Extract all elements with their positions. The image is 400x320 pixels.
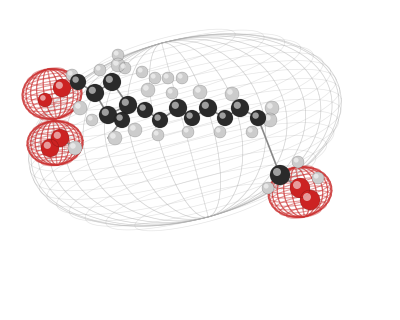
- Circle shape: [199, 99, 217, 117]
- Circle shape: [248, 128, 253, 132]
- Circle shape: [53, 79, 71, 97]
- Circle shape: [72, 76, 79, 83]
- Circle shape: [121, 64, 126, 68]
- Circle shape: [300, 190, 320, 210]
- Circle shape: [143, 85, 149, 91]
- Circle shape: [250, 110, 266, 126]
- Circle shape: [176, 72, 188, 84]
- Circle shape: [56, 82, 63, 89]
- Circle shape: [119, 62, 131, 74]
- Circle shape: [219, 112, 226, 119]
- Circle shape: [216, 128, 221, 132]
- Circle shape: [88, 116, 93, 121]
- Circle shape: [312, 172, 324, 184]
- Circle shape: [86, 114, 98, 126]
- Circle shape: [184, 128, 189, 132]
- Circle shape: [273, 168, 281, 176]
- Circle shape: [151, 74, 156, 79]
- Circle shape: [44, 142, 51, 149]
- Circle shape: [54, 132, 61, 139]
- Circle shape: [75, 103, 81, 109]
- Circle shape: [294, 158, 298, 163]
- Circle shape: [38, 93, 52, 107]
- Circle shape: [182, 126, 194, 138]
- Circle shape: [217, 110, 233, 126]
- Circle shape: [137, 102, 153, 118]
- Circle shape: [122, 99, 129, 106]
- Circle shape: [168, 89, 173, 93]
- Circle shape: [314, 174, 318, 179]
- Circle shape: [195, 87, 201, 93]
- Circle shape: [70, 143, 76, 149]
- Circle shape: [154, 114, 161, 121]
- Circle shape: [172, 102, 179, 109]
- Circle shape: [68, 141, 82, 155]
- Circle shape: [193, 85, 207, 99]
- Circle shape: [265, 101, 279, 115]
- Circle shape: [162, 72, 174, 84]
- Circle shape: [152, 112, 168, 128]
- Circle shape: [149, 72, 161, 84]
- Circle shape: [94, 64, 106, 76]
- Circle shape: [164, 74, 169, 79]
- Circle shape: [141, 83, 155, 97]
- Circle shape: [70, 74, 86, 90]
- Circle shape: [169, 99, 187, 117]
- Circle shape: [110, 133, 116, 139]
- Circle shape: [99, 106, 117, 124]
- Circle shape: [290, 178, 310, 198]
- Circle shape: [113, 60, 119, 66]
- Circle shape: [264, 184, 268, 188]
- Circle shape: [292, 156, 304, 168]
- Circle shape: [267, 103, 273, 109]
- Circle shape: [293, 181, 301, 189]
- Circle shape: [166, 87, 178, 99]
- Circle shape: [270, 165, 290, 185]
- Circle shape: [40, 95, 46, 101]
- Circle shape: [106, 76, 113, 83]
- Circle shape: [303, 193, 311, 201]
- Text: alamy - DBJCWH: alamy - DBJCWH: [151, 300, 249, 313]
- Circle shape: [252, 112, 259, 119]
- Circle shape: [128, 123, 142, 137]
- Circle shape: [202, 102, 209, 109]
- Circle shape: [263, 113, 277, 127]
- Circle shape: [178, 74, 182, 79]
- Circle shape: [130, 125, 136, 131]
- Circle shape: [184, 110, 200, 126]
- Circle shape: [41, 139, 59, 157]
- Circle shape: [73, 101, 87, 115]
- Circle shape: [234, 102, 241, 109]
- Circle shape: [89, 87, 96, 94]
- Circle shape: [102, 109, 109, 116]
- Circle shape: [116, 114, 123, 121]
- Circle shape: [225, 87, 239, 101]
- Circle shape: [108, 131, 122, 145]
- Circle shape: [246, 126, 258, 138]
- Circle shape: [66, 69, 78, 81]
- Circle shape: [227, 89, 233, 95]
- Circle shape: [96, 66, 101, 71]
- Circle shape: [114, 51, 119, 56]
- Circle shape: [119, 96, 137, 114]
- Circle shape: [140, 104, 146, 111]
- Circle shape: [152, 129, 164, 141]
- Circle shape: [154, 131, 158, 136]
- Circle shape: [111, 58, 125, 72]
- Circle shape: [262, 182, 274, 194]
- Circle shape: [231, 99, 249, 117]
- Circle shape: [86, 84, 104, 102]
- Circle shape: [114, 112, 130, 128]
- Circle shape: [186, 112, 193, 119]
- Circle shape: [214, 126, 226, 138]
- Circle shape: [138, 68, 142, 73]
- Circle shape: [103, 73, 121, 91]
- Circle shape: [112, 49, 124, 61]
- Circle shape: [136, 66, 148, 78]
- Circle shape: [51, 129, 69, 147]
- Circle shape: [68, 71, 73, 76]
- Circle shape: [265, 115, 271, 121]
